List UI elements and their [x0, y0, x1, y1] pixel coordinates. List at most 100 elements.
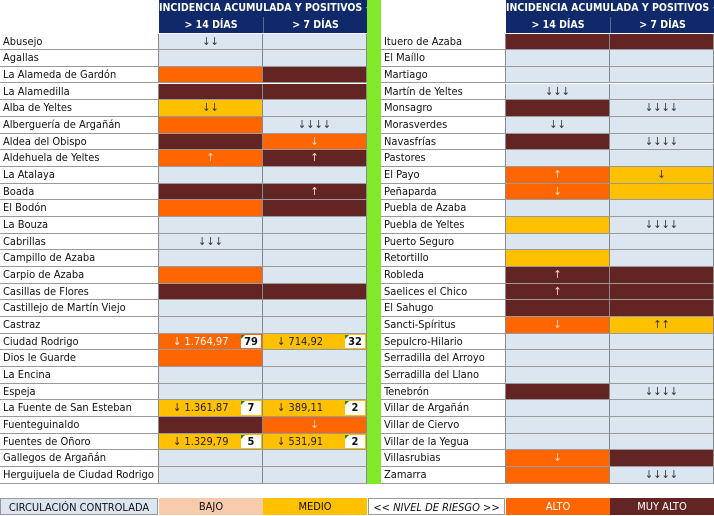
incidence-14-days-cell	[159, 316, 263, 333]
incidence-14-days-cell	[159, 383, 263, 400]
incidence-value: ↓↓↓↓	[644, 101, 679, 115]
municipality-name: Serradilla del Arroyo	[381, 350, 506, 366]
table-row: Campillo de Azaba	[0, 250, 367, 267]
table-row: La Encina	[0, 366, 367, 384]
incidence-7-days-cell	[610, 433, 714, 450]
incidence-7-days-cell	[263, 350, 367, 366]
incidence-14-days-cell: ↑	[159, 150, 263, 166]
incidence-14-days-cell	[506, 50, 610, 66]
municipality-name: Zamarra	[381, 466, 506, 483]
incidence-7-days-cell	[610, 183, 714, 200]
municipality-name: Villasrubias	[381, 450, 506, 466]
table-row: El Maíllo	[381, 50, 714, 67]
legend-medio: MEDIO	[263, 498, 367, 515]
positives-count: 2	[345, 434, 365, 449]
table-row: Villar de Ciervo	[381, 416, 714, 434]
incidence-value: ↓↓↓↓	[644, 134, 679, 148]
incidence-7-days-cell	[610, 266, 714, 283]
municipality-name: Casillas de Flores	[0, 283, 159, 300]
incidence-7-days-cell: ↓	[263, 416, 367, 433]
incidence-7-days-cell	[263, 250, 367, 266]
incidence-7-days-cell	[263, 33, 367, 50]
municipality-name: Alberguería de Argañán	[0, 116, 159, 133]
incidence-7-days-cell	[610, 333, 714, 350]
municipality-name: Fuenteguinaldo	[0, 416, 159, 433]
incidence-7-days-cell	[610, 300, 714, 316]
incidence-7-days-cell	[263, 383, 367, 400]
incidence-14-days-cell	[159, 266, 263, 283]
table-row: Monsagro ↓↓↓↓	[381, 100, 714, 117]
municipality-name: Villar de Ciervo	[381, 416, 506, 433]
incidence-7-days-cell	[610, 116, 714, 133]
table-row: Puebla de Yeltes ↓↓↓↓	[381, 216, 714, 234]
municipality-name: Serradilla del Llano	[381, 366, 506, 383]
municipality-name: Saelices el Chico	[381, 283, 506, 300]
municipality-name: Puerto Seguro	[381, 233, 506, 250]
table-row: La Atalaya	[0, 166, 367, 184]
incidence-7-days-cell: ↓↓↓↓	[610, 100, 714, 116]
municipality-name: Campillo de Azaba	[0, 250, 159, 266]
incidence-14-days-cell	[159, 250, 263, 266]
municipality-name: La Atalaya	[0, 166, 159, 183]
incidence-14-days-cell	[506, 433, 610, 450]
municipality-name: Martín de Yeltes	[381, 83, 506, 100]
incidence-14-days-cell	[506, 66, 610, 83]
incidence-14-days-cell	[159, 200, 263, 216]
incidence-7-days-cell	[610, 250, 714, 266]
incidence-14-days-cell	[159, 466, 263, 483]
table-row: Pastores	[381, 150, 714, 167]
incidence-14-days-cell: ↓↓	[159, 33, 263, 50]
municipality-name: Peñaparda	[381, 183, 506, 200]
municipality-name: Dios le Guarde	[0, 350, 159, 366]
trend-arrow-icon: ↓	[657, 167, 666, 181]
incidence-value: ↓↓↓↓	[297, 117, 332, 131]
municipality-name: Villar de la Yegua	[381, 433, 506, 450]
incidence-14-days-cell: ↓↓↓	[159, 233, 263, 250]
incidence-7-days-cell: ↓ 531,91 2	[263, 433, 367, 450]
table-row: Robleda ↑	[381, 266, 714, 284]
table-row: La Fuente de San Esteban ↓ 1.361,87 7 ↓ 389…	[0, 400, 367, 417]
trend-arrow-icon: ↑	[553, 267, 562, 281]
table-row: Fuentes de Oñoro ↓ 1.329,79 5 ↓ 531,91 2	[0, 433, 367, 451]
incidence-14-days-cell	[506, 366, 610, 383]
trend-arrow-icon: ↑	[310, 184, 319, 198]
incidence-14-days-cell: ↓↓	[159, 100, 263, 116]
incidence-value: ↓↓↓	[198, 234, 223, 248]
incidence-14-days-cell	[159, 416, 263, 433]
municipality-name: Abusejo	[0, 33, 159, 50]
incidence-14-days-cell	[506, 250, 610, 266]
incidence-7-days-cell	[263, 216, 367, 233]
municipality-name: Aldea del Obispo	[0, 133, 159, 150]
table-row: Sepulcro-Hilario	[381, 333, 714, 351]
incidence-7-days-cell	[610, 400, 714, 416]
table-row: Gallegos de Argañán	[0, 450, 367, 467]
table-row: El Sahugo	[381, 300, 714, 317]
incidence-7-days-cell	[610, 283, 714, 300]
municipality-name: Ciudad Rodrigo	[0, 333, 159, 350]
incidence-14-days-cell: ↑	[506, 266, 610, 283]
incidence-value: ↓ 531,91	[277, 434, 324, 448]
municipality-name: Retortillo	[381, 250, 506, 266]
trend-arrow-icon: ↓	[553, 451, 562, 465]
incidence-14-days-cell: ↑	[506, 166, 610, 183]
trend-arrow-icon: ↓	[310, 417, 319, 431]
incidence-7-days-cell: ↓↓↓↓	[263, 116, 367, 133]
trend-arrow-icon: ↓↓	[549, 117, 566, 131]
incidence-7-days-cell	[263, 300, 367, 316]
incidence-7-days-cell	[263, 316, 367, 333]
incidence-7-days-cell	[263, 450, 367, 466]
municipality-name: Aldehuela de Yeltes	[0, 150, 159, 166]
incidence-7-days-cell	[263, 83, 367, 100]
incidence-14-days-cell	[159, 300, 263, 316]
incidence-7-days-cell	[263, 233, 367, 250]
table-row: Navasfrías ↓↓↓↓	[381, 133, 714, 151]
incidence-7-days-cell: ↓↓↓↓	[610, 466, 714, 483]
table-row: Saelices el Chico ↑	[381, 283, 714, 301]
incidence-14-days-cell	[159, 183, 263, 200]
incidence-7-days-cell	[263, 166, 367, 183]
incidence-14-days-cell	[506, 466, 610, 483]
municipality-name: Pastores	[381, 150, 506, 166]
incidence-14-days-cell	[159, 350, 263, 366]
trend-arrow-icon: ↓↓	[202, 34, 219, 48]
table-row: Fuenteguinaldo ↓	[0, 416, 367, 434]
